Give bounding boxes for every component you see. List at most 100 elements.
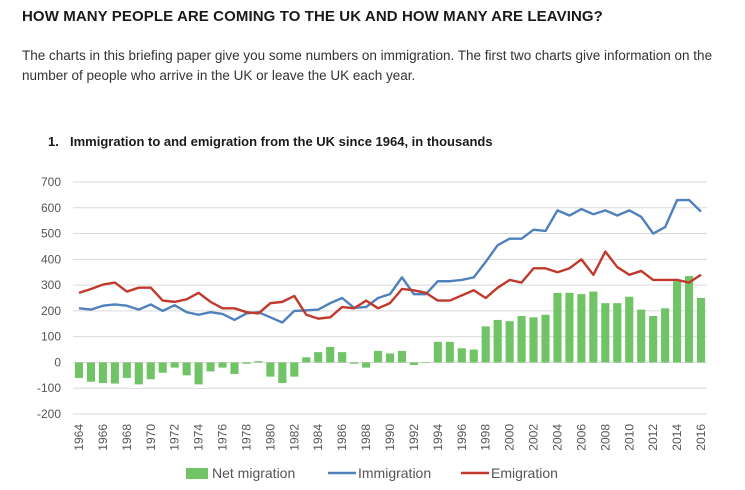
net-migration-bar (565, 292, 574, 363)
net-migration-bar (122, 362, 131, 378)
net-migration-bar (613, 303, 622, 363)
net-migration-bar (158, 362, 167, 373)
legend: Net migration Immigration Emigration (186, 465, 558, 481)
y-tick-label: 400 (41, 252, 61, 266)
chart-heading-text: Immigration to and emigration from the U… (70, 134, 493, 149)
net-migration-bar (457, 348, 466, 363)
net-migration-bar (696, 298, 706, 363)
x-tick-label: 1976 (216, 424, 230, 451)
net-migration-bar (110, 362, 119, 384)
x-tick-label: 2014 (670, 424, 684, 451)
x-tick-label: 2004 (550, 424, 564, 451)
net-migration-bar (421, 362, 430, 364)
series-lines (78, 198, 702, 324)
x-axis-ticks: 1964 1966 1968 1970 1972 1974 1976 1978 1980 1982… (72, 424, 708, 451)
net-migration-bar (673, 281, 682, 363)
x-tick-label: 1988 (359, 424, 373, 451)
net-migration-bar (505, 321, 514, 363)
y-tick-label: 700 (41, 175, 61, 189)
net-migration-bar (553, 292, 562, 363)
gridlines (73, 181, 707, 415)
x-tick-label: 1986 (335, 424, 349, 451)
chart-heading-number: 1. (48, 134, 59, 149)
x-tick-label: 1992 (407, 424, 421, 451)
page-title: HOW MANY PEOPLE ARE COMING TO THE UK AND… (22, 8, 603, 25)
x-tick-label: 1974 (192, 424, 206, 451)
net-migration-bar (433, 341, 442, 363)
net-migration-bar (589, 291, 598, 363)
net-migration-bar (170, 362, 179, 368)
legend-net-label: Net migration (212, 465, 295, 481)
immigration-line (78, 198, 702, 324)
net-migration-bar (278, 362, 287, 384)
net-migration-bar (649, 316, 658, 363)
net-migration-bar (86, 362, 96, 382)
y-tick-label: 600 (41, 201, 61, 215)
net-migration-bar (206, 362, 215, 372)
net-migration-bar (182, 362, 191, 376)
legend-net-swatch (186, 468, 208, 479)
y-tick-label: 100 (41, 330, 61, 344)
x-tick-label: 1964 (72, 424, 86, 451)
x-tick-label: 1996 (455, 424, 469, 451)
net-migration-bar (350, 362, 359, 364)
x-tick-label: 2016 (694, 424, 708, 451)
net-migration-bar (373, 350, 383, 363)
x-tick-label: 2006 (574, 424, 588, 451)
net-migration-bar (194, 362, 203, 385)
intro-paragraph: The charts in this briefing paper give y… (22, 48, 713, 83)
net-migration-bar (397, 350, 407, 363)
net-migration-bar (661, 308, 670, 363)
x-tick-label: 1978 (239, 424, 253, 451)
y-tick-label: -200 (37, 407, 61, 421)
y-axis-ticks: 700 600 500 400 300 200 100 0 -100 -200 (37, 175, 61, 421)
x-tick-label: 1970 (144, 424, 158, 451)
net-migration-bar (98, 362, 107, 384)
net-migration-bar (290, 362, 299, 377)
net-migration-bar (601, 303, 610, 363)
y-tick-label: 500 (41, 227, 61, 241)
legend-immigration-label: Immigration (358, 465, 431, 481)
chart-heading: 1. Immigration to and emigration from the… (48, 134, 708, 149)
net-migration-bar (134, 362, 143, 385)
x-tick-label: 1968 (120, 424, 134, 451)
net-migration-bar (362, 362, 371, 368)
net-migration-bar (254, 361, 263, 363)
y-tick-label: 200 (41, 304, 61, 318)
x-tick-label: 2010 (622, 424, 636, 451)
emigration-line (78, 250, 702, 320)
net-migration-bar (314, 352, 323, 363)
net-migration-bar (409, 362, 418, 366)
x-tick-label: 1972 (168, 424, 182, 451)
net-migration-bar (529, 317, 538, 363)
net-migration-bar (146, 362, 155, 380)
x-tick-label: 2000 (503, 424, 517, 451)
net-migration-bar (302, 357, 311, 363)
x-tick-label: 1990 (383, 424, 397, 451)
net-migration-bar (326, 346, 335, 363)
x-tick-label: 2012 (646, 424, 660, 451)
net-migration-bar (218, 362, 227, 368)
y-tick-label: 300 (41, 278, 61, 292)
x-tick-label: 2002 (527, 424, 541, 451)
net-migration-bar (266, 362, 275, 377)
net-migration-bar (684, 276, 694, 363)
net-migration-bar (481, 326, 490, 363)
y-tick-label: 0 (54, 355, 61, 369)
y-tick-label: -100 (37, 381, 61, 395)
net-migration-bar (577, 294, 586, 363)
net-migration-bar (338, 352, 347, 363)
net-migration-bar (242, 362, 251, 364)
x-tick-label: 2008 (598, 424, 612, 451)
net-migration-bar (469, 349, 478, 363)
net-migration-bar (74, 362, 84, 378)
net-migration-bars (74, 276, 706, 385)
net-migration-bar (230, 362, 239, 375)
x-tick-label: 1982 (287, 424, 301, 451)
x-tick-label: 1994 (431, 424, 445, 451)
net-migration-bar (517, 316, 526, 363)
net-migration-bar (493, 319, 502, 363)
net-migration-bar (625, 296, 634, 363)
x-tick-label: 1980 (263, 424, 277, 451)
